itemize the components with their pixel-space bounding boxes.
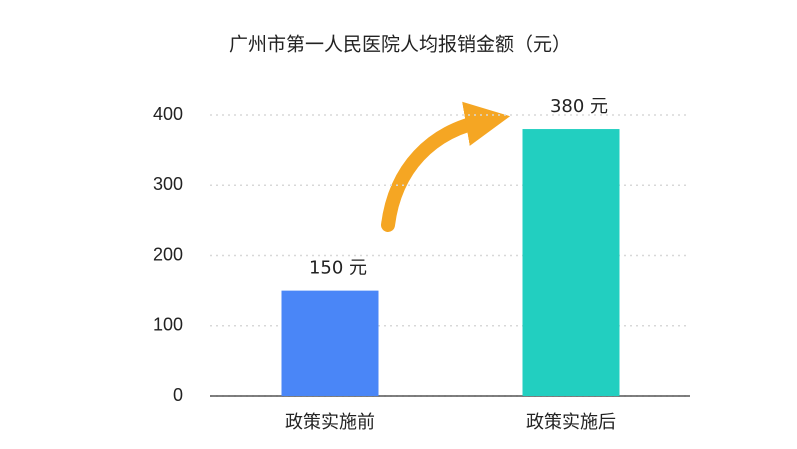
- bar: [281, 290, 379, 396]
- chart-title: 广州市第一人民医院人均报销金额（元）: [229, 34, 571, 56]
- y-tick-label: 0: [173, 385, 183, 405]
- value-label: 380 元: [550, 96, 608, 117]
- y-tick-label: 300: [153, 174, 183, 194]
- x-tick-label: 政策实施前: [285, 412, 375, 433]
- y-tick-label: 200: [153, 244, 183, 264]
- y-tick-label: 400: [153, 104, 183, 124]
- trend-arrow: [381, 101, 511, 232]
- x-tick-label: 政策实施后: [526, 412, 616, 433]
- bar: [522, 129, 620, 397]
- value-label: 150 元: [309, 258, 367, 279]
- y-tick-label: 100: [153, 315, 183, 335]
